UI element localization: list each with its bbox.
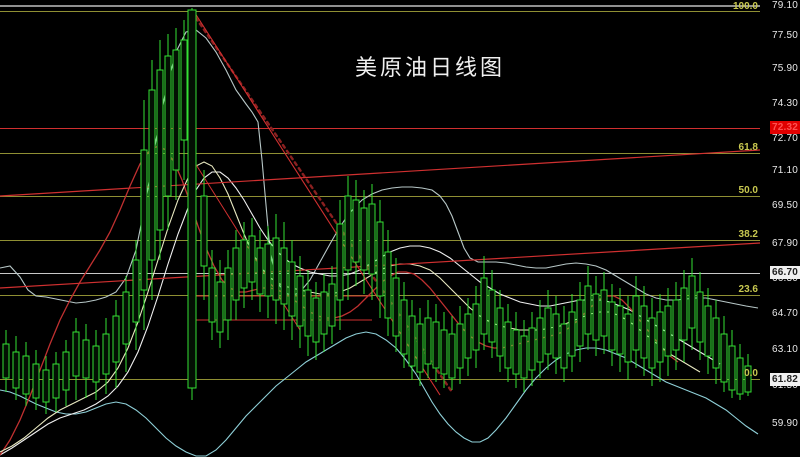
price-tick-79-10: 79.10 — [771, 0, 798, 11]
fib-label-38-2: 38.2 — [738, 229, 758, 240]
fib-label-100: 100.0 — [732, 1, 758, 12]
price-tick-71-10: 71.10 — [771, 165, 798, 176]
price-tick-75-90: 75.90 — [771, 63, 798, 74]
price-line-top — [0, 5, 760, 7]
price-tick-72-70: 72.70 — [771, 133, 798, 144]
price-tick-67-90: 67.90 — [771, 238, 798, 249]
price-line-72-32 — [0, 128, 760, 129]
fib-label-23-6: 23.6 — [738, 284, 758, 295]
price-tick-69-50: 69.50 — [771, 200, 798, 211]
price-tick-74-30: 74.30 — [771, 98, 798, 109]
chart-title: 美原油日线图 — [355, 55, 506, 80]
fib-line-100 — [0, 11, 760, 12]
price-badge-66-70: 66.70 — [769, 266, 800, 279]
chart-graphics — [0, 8, 760, 457]
price-tick-63-10: 63.10 — [771, 344, 798, 355]
price-tick-77-50: 77.50 — [771, 30, 798, 41]
bollinger-upper-band — [0, 29, 759, 309]
fib-line-61-8 — [0, 153, 760, 154]
price-tick-64-70: 64.70 — [771, 308, 798, 319]
plot-area[interactable]: 美原油日线图 100.0 61.8 50.0 38.2 23.6 0.0 — [0, 0, 760, 457]
fib-line-50 — [0, 196, 760, 197]
price-badge-61-82: 61.82 — [769, 373, 800, 386]
fib-label-0: 0.0 — [744, 368, 758, 379]
price-tick-59-90: 59.90 — [771, 418, 798, 429]
fib-line-0 — [0, 379, 760, 380]
fib-label-50: 50.0 — [738, 185, 758, 196]
current-price-badge: 72.32 — [769, 121, 800, 134]
trend-channel-upper — [0, 149, 760, 197]
price-axis[interactable]: 79.10 77.50 75.90 74.30 72.70 71.10 69.5… — [760, 0, 800, 457]
candlestick-series — [2, 8, 752, 414]
fib-label-61-8: 61.8 — [738, 142, 758, 153]
